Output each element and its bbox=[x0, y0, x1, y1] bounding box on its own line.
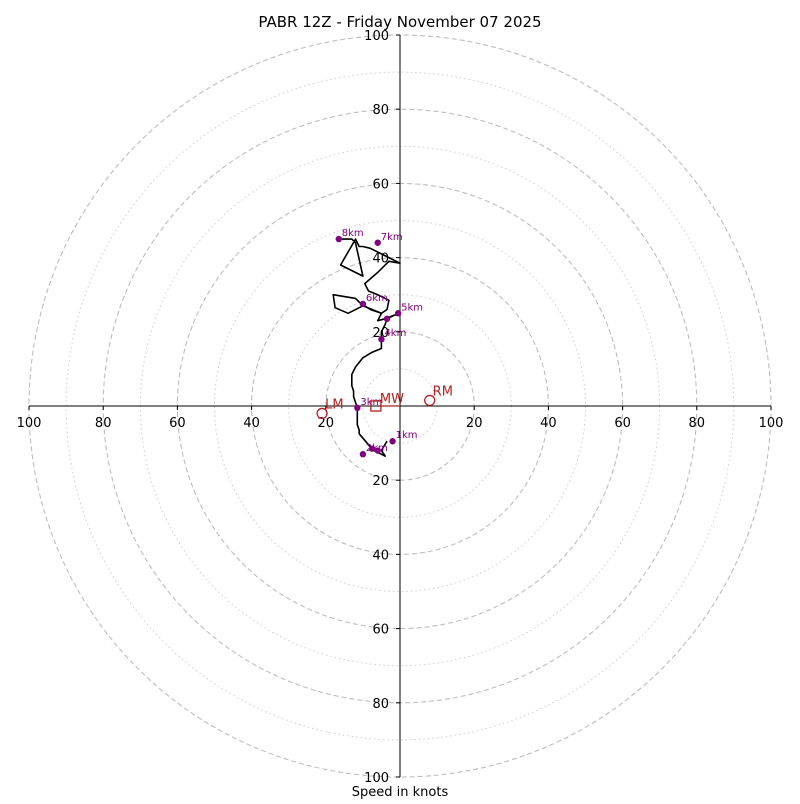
mw-marker bbox=[370, 400, 382, 412]
height-marker-label: 7km bbox=[381, 232, 403, 243]
x-axis-label: Speed in knots bbox=[352, 785, 449, 800]
height-marker-label: 1km bbox=[396, 430, 418, 441]
y-tick-label: 60 bbox=[372, 177, 389, 192]
height-marker-label: 8km bbox=[342, 228, 364, 239]
height-marker-point bbox=[354, 404, 361, 412]
x-tick-label: 80 bbox=[95, 416, 112, 431]
lm-marker bbox=[316, 407, 328, 420]
height-marker-label: 5km bbox=[401, 302, 423, 313]
x-tick-label: 100 bbox=[17, 416, 42, 431]
height-marker-point bbox=[383, 315, 391, 323]
storm-motion-markers: RM LM MW bbox=[316, 384, 453, 420]
y-tick-label: 20 bbox=[372, 474, 389, 489]
x-tick-label: 80 bbox=[689, 416, 706, 431]
y-tick-label: 60 bbox=[372, 623, 389, 638]
x-tick-label: 60 bbox=[614, 416, 631, 431]
x-tick-label: 40 bbox=[540, 416, 557, 431]
height-marker-point bbox=[335, 235, 342, 243]
x-tick-label: 60 bbox=[169, 416, 186, 431]
hodograph-trace bbox=[332, 238, 401, 457]
height-marker-label: 4km bbox=[384, 328, 406, 339]
chart-title: PABR 12Z - Friday November 07 2025 bbox=[258, 13, 541, 31]
x-tick-label: 20 bbox=[318, 416, 335, 431]
y-tick-label: 80 bbox=[372, 103, 389, 118]
height-marker-label: 6km bbox=[366, 293, 388, 304]
height-marker-point bbox=[378, 336, 385, 343]
tick-labels: 100 80 60 40 20 20 40 60 80 100100806040202040608… bbox=[17, 29, 784, 786]
wind-trace bbox=[332, 238, 401, 457]
rm-marker bbox=[424, 394, 436, 407]
y-tick-label: 80 bbox=[372, 697, 389, 712]
height-marker-point bbox=[359, 451, 367, 458]
x-tick-label: 100 bbox=[759, 416, 784, 431]
rm-label: RM bbox=[433, 384, 453, 399]
y-tick-label: 100 bbox=[364, 29, 389, 44]
height-marker-point bbox=[374, 447, 381, 454]
x-tick-label: 40 bbox=[243, 416, 260, 431]
mw-label: MW bbox=[380, 392, 404, 407]
x-tick-label: 20 bbox=[466, 416, 483, 431]
y-tick-label: 100 bbox=[364, 771, 389, 786]
height-marker-point bbox=[359, 300, 367, 308]
height-marker-point bbox=[389, 438, 396, 445]
height-marker-point bbox=[374, 239, 381, 246]
height-marker-point bbox=[394, 310, 402, 317]
y-tick-label: 40 bbox=[372, 548, 389, 563]
height-marker-point bbox=[368, 445, 376, 452]
lm-label: LM bbox=[325, 397, 343, 412]
